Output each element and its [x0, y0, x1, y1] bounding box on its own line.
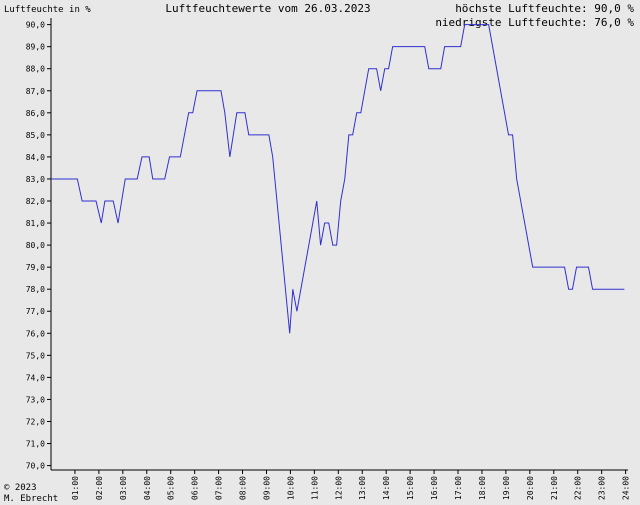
y-tick-label: 75,0	[26, 351, 45, 360]
x-tick-label: 18:00	[478, 476, 487, 500]
y-tick-label: 81,0	[26, 219, 45, 228]
min-note: niedrigste Luftfeuchte: 76,0 %	[435, 16, 634, 29]
data-line	[51, 24, 625, 334]
y-tick-label: 87,0	[26, 87, 45, 96]
x-tick-label: 06:00	[191, 476, 200, 500]
x-tick-label: 08:00	[239, 476, 248, 500]
y-tick-label: 90,0	[26, 21, 45, 30]
y-tick-label: 76,0	[26, 329, 45, 338]
y-tick-label: 84,0	[26, 153, 45, 162]
y-tick-label: 80,0	[26, 241, 45, 250]
y-axis-label: Luftfeuchte in %	[4, 5, 91, 15]
x-tick-label: 14:00	[382, 476, 391, 500]
x-tick-label: 13:00	[358, 476, 367, 500]
y-tick-label: 88,0	[26, 65, 45, 74]
y-tick-label: 85,0	[26, 131, 45, 140]
x-tick-label: 09:00	[262, 476, 271, 500]
y-tick-label: 83,0	[26, 175, 45, 184]
x-tick-label: 05:00	[167, 476, 176, 500]
max-note: höchste Luftfeuchte: 90,0 %	[455, 2, 634, 15]
y-tick-label: 78,0	[26, 285, 45, 294]
y-tick-label: 71,0	[26, 440, 45, 449]
x-tick-label: 10:00	[286, 476, 295, 500]
y-tick-label: 77,0	[26, 307, 45, 316]
x-tick-label: 12:00	[334, 476, 343, 500]
x-tick-label: 21:00	[550, 476, 559, 500]
y-tick-label: 74,0	[26, 373, 45, 382]
x-tick-label: 03:00	[119, 476, 128, 500]
x-tick-label: 23:00	[598, 476, 607, 500]
author: M. Ebrecht	[4, 494, 58, 504]
y-tick-label: 73,0	[26, 395, 45, 404]
x-tick-label: 11:00	[310, 476, 319, 500]
x-tick-label: 16:00	[430, 476, 439, 500]
x-tick-label: 07:00	[215, 476, 224, 500]
x-tick-label: 01:00	[71, 476, 80, 500]
copyright: © 2023	[4, 483, 37, 493]
x-tick-label: 20:00	[526, 476, 535, 500]
x-tick-label: 02:00	[95, 476, 104, 500]
y-tick-label: 79,0	[26, 263, 45, 272]
x-tick-label: 15:00	[406, 476, 415, 500]
x-tick-label: 17:00	[454, 476, 463, 500]
x-tick-label: 19:00	[502, 476, 511, 500]
y-tick-label: 72,0	[26, 417, 45, 426]
y-tick-label: 86,0	[26, 109, 45, 118]
y-tick-label: 89,0	[26, 43, 45, 52]
x-tick-label: 22:00	[574, 476, 583, 500]
x-tick-label: 24:00	[622, 476, 631, 500]
y-tick-label: 82,0	[26, 197, 45, 206]
y-tick-label: 70,0	[26, 462, 45, 471]
chart-title: Luftfeuchtewerte vom 26.03.2023	[165, 2, 370, 15]
x-tick-label: 04:00	[143, 476, 152, 500]
